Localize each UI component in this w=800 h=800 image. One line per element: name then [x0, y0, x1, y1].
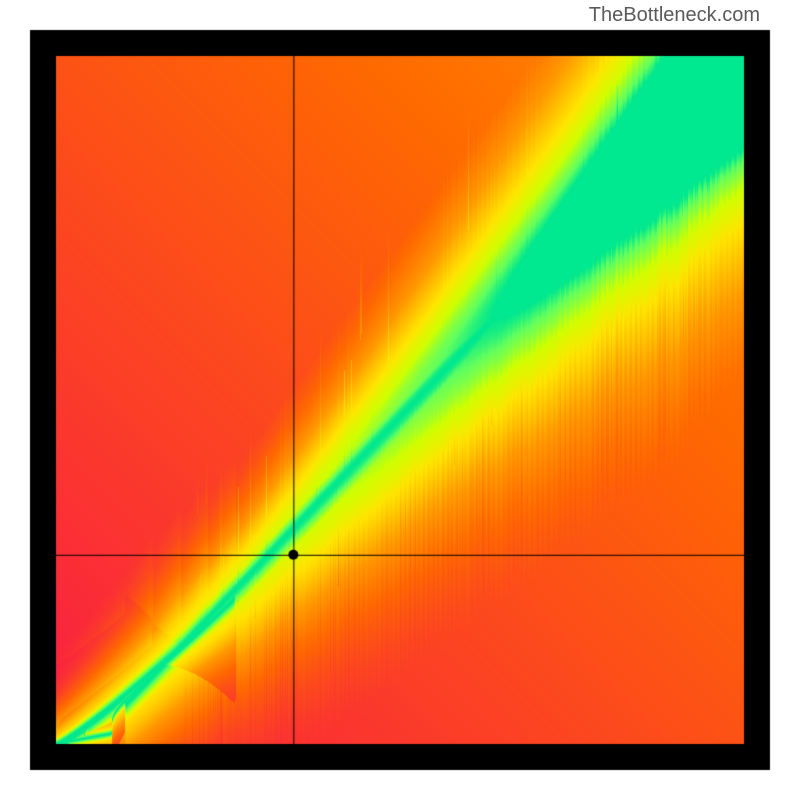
- watermark-text: TheBottleneck.com: [589, 4, 760, 27]
- container: TheBottleneck.com: [0, 0, 800, 800]
- heatmap-canvas: [0, 0, 800, 800]
